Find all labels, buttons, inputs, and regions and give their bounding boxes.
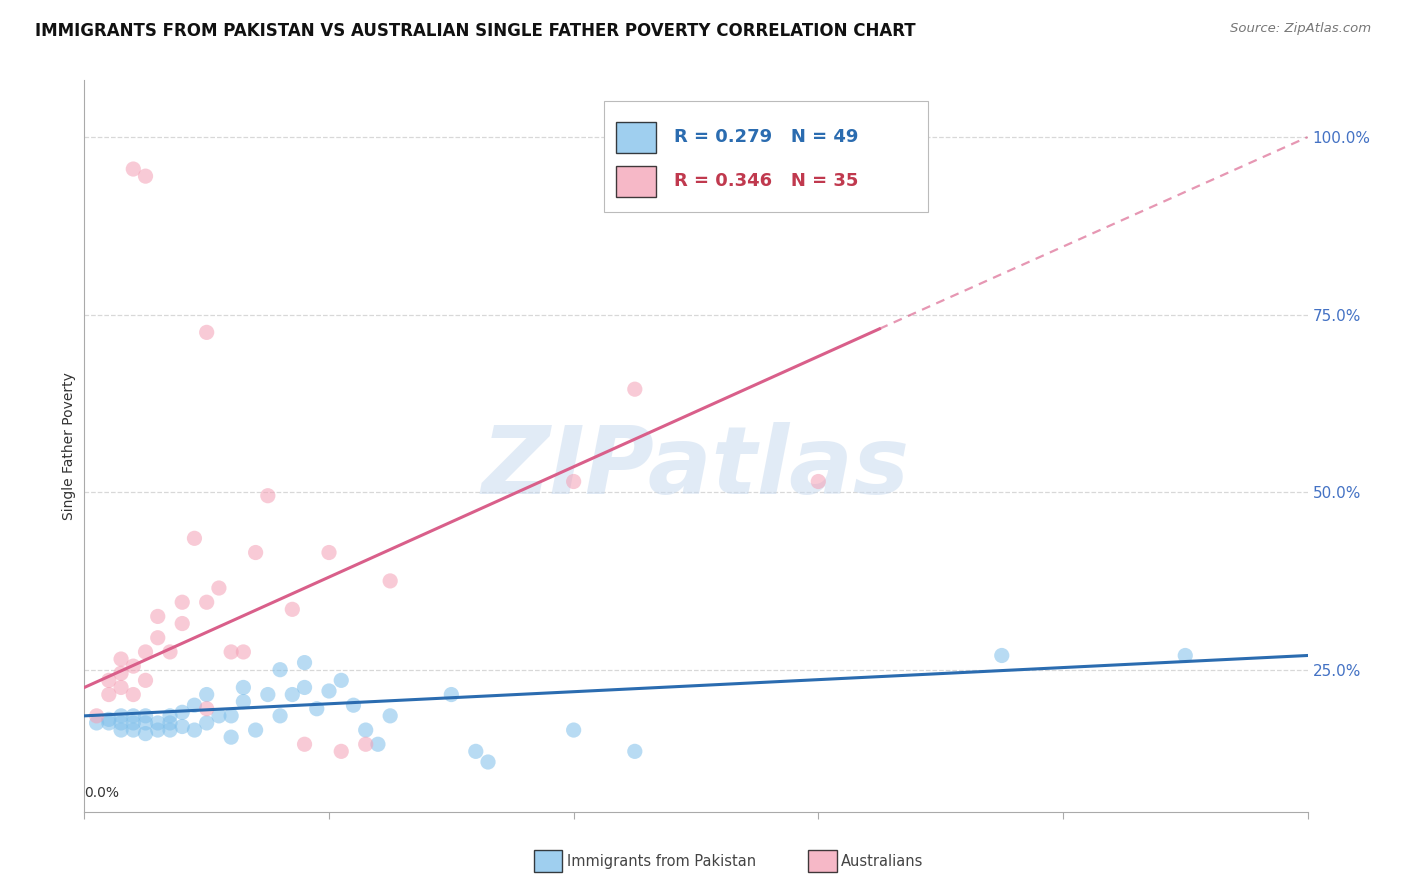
Point	[146, 715, 169, 730]
Point	[318, 545, 340, 559]
Point	[232, 645, 254, 659]
Point	[269, 709, 291, 723]
Point	[183, 531, 205, 545]
Y-axis label: Single Father Poverty: Single Father Poverty	[62, 372, 76, 520]
Point	[330, 744, 353, 758]
Point	[195, 326, 218, 340]
Point	[294, 737, 316, 751]
Point	[97, 673, 120, 688]
Point	[146, 631, 169, 645]
Point	[232, 681, 254, 695]
Point	[219, 709, 242, 723]
Point	[159, 645, 181, 659]
Point	[1174, 648, 1197, 663]
Point	[562, 723, 585, 737]
Point	[208, 709, 231, 723]
Point	[172, 616, 194, 631]
Point	[122, 715, 145, 730]
Point	[330, 673, 353, 688]
Point	[110, 723, 132, 737]
Point	[110, 681, 132, 695]
Point	[110, 666, 132, 681]
Point	[219, 645, 242, 659]
Point	[172, 706, 194, 720]
Point	[294, 656, 316, 670]
Point	[110, 715, 132, 730]
Point	[232, 695, 254, 709]
Point	[195, 595, 218, 609]
Point	[477, 755, 499, 769]
Point	[195, 715, 218, 730]
FancyBboxPatch shape	[605, 101, 928, 212]
Point	[135, 726, 157, 740]
Point	[245, 545, 267, 559]
Point	[219, 730, 242, 744]
Point	[367, 737, 389, 751]
Point	[281, 602, 304, 616]
Point	[135, 645, 157, 659]
Point	[294, 681, 316, 695]
Point	[318, 684, 340, 698]
Point	[464, 744, 486, 758]
Point	[281, 688, 304, 702]
Point	[159, 709, 181, 723]
Point	[991, 648, 1014, 663]
Point	[195, 688, 218, 702]
Text: R = 0.279   N = 49: R = 0.279 N = 49	[673, 128, 858, 146]
Point	[110, 652, 132, 666]
Point	[245, 723, 267, 737]
Point	[122, 688, 145, 702]
Point	[146, 609, 169, 624]
Point	[135, 673, 157, 688]
FancyBboxPatch shape	[616, 122, 655, 153]
Point	[135, 709, 157, 723]
Point	[122, 709, 145, 723]
Text: IMMIGRANTS FROM PAKISTAN VS AUSTRALIAN SINGLE FATHER POVERTY CORRELATION CHART: IMMIGRANTS FROM PAKISTAN VS AUSTRALIAN S…	[35, 22, 915, 40]
Point	[195, 702, 218, 716]
Point	[624, 744, 647, 758]
Point	[135, 715, 157, 730]
Point	[97, 713, 120, 727]
Text: Immigrants from Pakistan: Immigrants from Pakistan	[567, 855, 756, 869]
Point	[354, 737, 377, 751]
Point	[257, 489, 280, 503]
Point	[305, 702, 328, 716]
Text: ZIPatlas: ZIPatlas	[482, 422, 910, 514]
Text: Source: ZipAtlas.com: Source: ZipAtlas.com	[1230, 22, 1371, 36]
Point	[380, 574, 402, 588]
Point	[135, 169, 157, 183]
Point	[269, 663, 291, 677]
Point	[122, 162, 145, 177]
Point	[86, 715, 108, 730]
Point	[110, 709, 132, 723]
Point	[342, 698, 364, 713]
Point	[159, 715, 181, 730]
Point	[380, 709, 402, 723]
Point	[172, 595, 194, 609]
Point	[183, 723, 205, 737]
Point	[257, 688, 280, 702]
Point	[122, 723, 145, 737]
Point	[183, 698, 205, 713]
Point	[86, 709, 108, 723]
Point	[97, 688, 120, 702]
Point	[807, 475, 830, 489]
Text: Australians: Australians	[841, 855, 924, 869]
Point	[146, 723, 169, 737]
Point	[159, 723, 181, 737]
Point	[208, 581, 231, 595]
Point	[354, 723, 377, 737]
Text: R = 0.346   N = 35: R = 0.346 N = 35	[673, 172, 858, 190]
Point	[122, 659, 145, 673]
Text: 0.0%: 0.0%	[84, 786, 120, 800]
Point	[624, 382, 647, 396]
Point	[440, 688, 463, 702]
Point	[562, 475, 585, 489]
Point	[97, 715, 120, 730]
FancyBboxPatch shape	[616, 166, 655, 197]
Point	[172, 719, 194, 733]
